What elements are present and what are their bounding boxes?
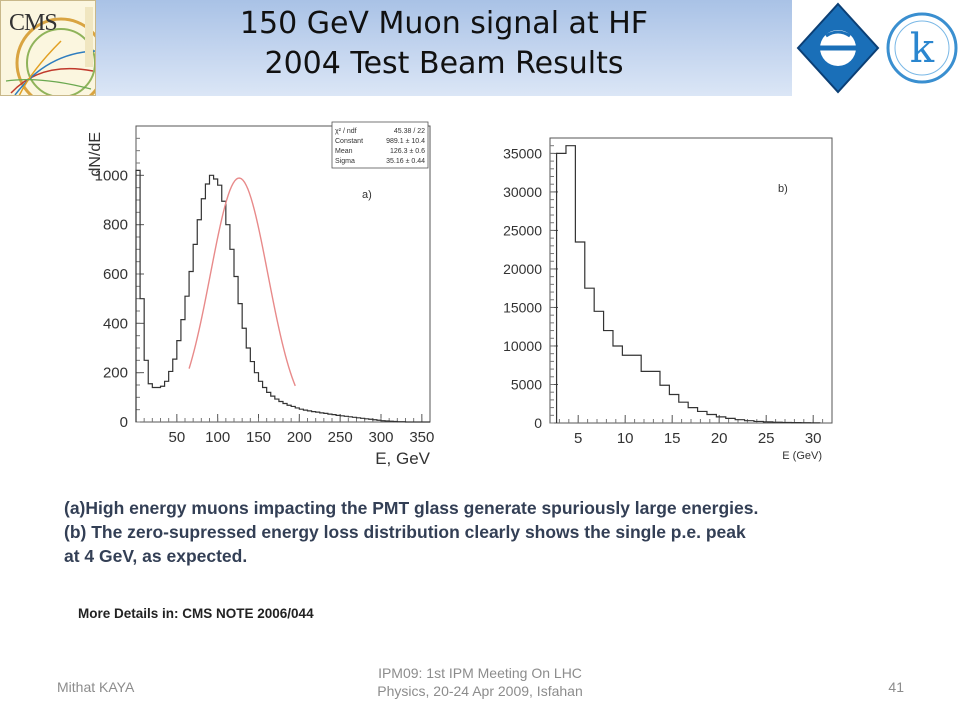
chart-b-x-tick-label: 15 <box>664 430 681 447</box>
chart-a-y-tick-label: 600 <box>103 266 128 283</box>
page-number: 41 <box>888 679 904 695</box>
chart-a-x-tick-label: 350 <box>409 429 434 446</box>
chart-b-x-tick-label: 5 <box>574 430 582 447</box>
chart-b-x-tick-label: 25 <box>758 430 775 447</box>
chart-a-stats-label: Constant <box>335 138 363 145</box>
chart-a-x-tick-label: 150 <box>246 429 271 446</box>
chart-a: 50 100 150 200 250 300 350 0 200 400 600 800 1000 E, … <box>87 121 434 468</box>
chart-b-frame <box>549 137 833 424</box>
cms-logo: CMS <box>0 0 96 96</box>
chart-b-panel-label: b) <box>778 183 788 195</box>
figure-caption: (a)High energy muons impacting the PMT g… <box>64 496 934 568</box>
svg-text:k: k <box>910 26 935 72</box>
footer-author: Mithat KAYA <box>57 679 135 695</box>
cms-logo-graphic <box>5 7 95 95</box>
chart-a-x-tick-label: 250 <box>328 429 353 446</box>
chart-a-x-tick-label: 100 <box>205 429 230 446</box>
slide-title: 150 GeV Muon signal at HF 2004 Test Beam… <box>96 4 792 84</box>
chart-a-stats-value: 45.38 / 22 <box>394 128 425 135</box>
chart-a-stats-value: 35.16 ± 0.44 <box>386 158 425 165</box>
chart-a-gaussian-fit <box>188 177 296 387</box>
chart-a-stats-label: Mean <box>335 148 353 155</box>
kafkas-university-logo: k <box>886 12 958 84</box>
reference-note: More Details in: CMS NOTE 2006/044 <box>78 606 314 621</box>
chart-a-y-tick-label: 400 <box>103 315 128 332</box>
chart-a-histogram <box>135 169 430 423</box>
chart-a-stats-value: 126.3 ± 0.6 <box>390 148 425 155</box>
chart-b-y-tick-label: 30000 <box>503 184 542 200</box>
chart-a-stats-value: 989.1 ± 10.4 <box>386 138 425 145</box>
chart-b-y-tick-label: 20000 <box>503 261 542 277</box>
chart-a-x-axis-label: E, GeV <box>375 449 430 468</box>
chart-b-x-tick-label: 10 <box>617 430 634 447</box>
title-line-1: 150 GeV Muon signal at HF <box>239 6 649 41</box>
chart-b: 5 10 15 20 25 30 0 5000 10000 15000 20000 25000 3000… <box>503 137 833 462</box>
chart-b-y-tick-label: 5000 <box>511 376 542 392</box>
chart-b-x-tick-label: 20 <box>711 430 728 447</box>
footer-event-line-1: IPM09: 1st IPM Meeting On LHC <box>378 665 582 681</box>
chart-b-y-tick-label: 0 <box>534 415 542 431</box>
chart-b-y-tick-label: 25000 <box>503 222 542 238</box>
chart-a-y-tick-label: 200 <box>103 365 128 382</box>
ipm-logo <box>796 2 880 94</box>
chart-b-y-tick-label: 35000 <box>503 145 542 161</box>
caption-line-3: at 4 GeV, as expected. <box>64 546 248 566</box>
chart-b-x-axis-label: E (GeV) <box>782 450 822 462</box>
slide-header: CMS 150 GeV Muon signal at HF 2004 Test … <box>0 0 960 96</box>
chart-a-y-tick-label: 1000 <box>95 167 128 184</box>
chart-a-y-tick-label: 0 <box>120 414 128 431</box>
caption-line-2: (b) The zero-supressed energy loss distr… <box>64 522 746 542</box>
chart-a-x-tick-label: 200 <box>287 429 312 446</box>
chart-b-x-tick-label: 30 <box>805 430 822 447</box>
chart-a-y-axis-label: dN/dE <box>87 132 104 176</box>
chart-a-panel-label: a) <box>362 189 372 201</box>
caption-line-1: (a)High energy muons impacting the PMT g… <box>64 498 759 518</box>
chart-a-stats-box <box>331 121 429 169</box>
header-band <box>0 0 792 96</box>
chart-b-histogram <box>555 145 821 424</box>
chart-a-stats-label: χ² / ndf <box>335 128 357 135</box>
chart-a-x-tick-label: 300 <box>368 429 393 446</box>
chart-a-y-tick-label: 800 <box>103 217 128 234</box>
chart-b-y-tick-label: 15000 <box>503 299 542 315</box>
chart-a-x-tick-label: 50 <box>168 429 185 446</box>
cms-logo-text: CMS <box>9 10 58 36</box>
footer-event-line-2: Physics, 20-24 Apr 2009, Isfahan <box>377 683 583 699</box>
chart-a-frame <box>135 125 431 423</box>
title-line-2: 2004 Test Beam Results <box>264 46 624 81</box>
chart-b-y-tick-label: 10000 <box>503 338 542 354</box>
chart-a-stats-label: Sigma <box>335 158 355 165</box>
footer-event: IPM09: 1st IPM Meeting On LHC Physics, 2… <box>330 664 630 700</box>
